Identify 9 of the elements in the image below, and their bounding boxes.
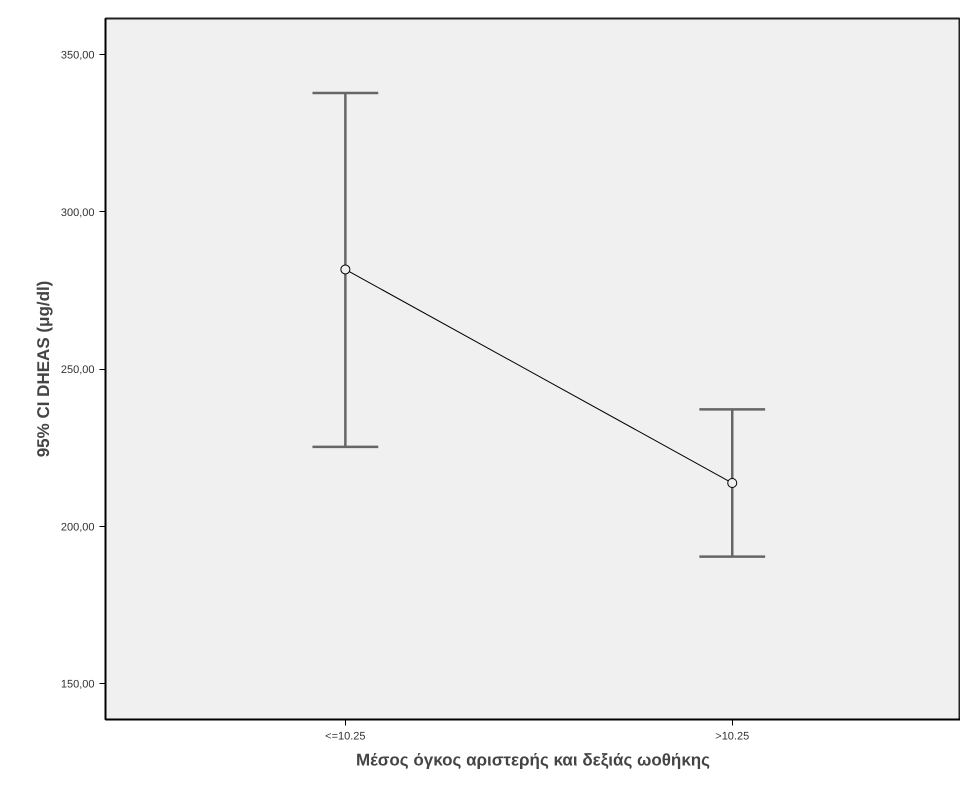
y-tick-label: 150,00 — [60, 678, 95, 691]
y-tick-label: 200,00 — [60, 521, 95, 534]
y-tick-label: 300,00 — [60, 206, 95, 219]
x-tick-label: >10.25 — [715, 730, 750, 742]
x-tick-label: <=10.25 — [325, 730, 366, 742]
x-axis-title: Μέσος όγκος αριστερής και δεξιάς ωοθήκης — [356, 750, 710, 770]
y-tick-label: 350,00 — [60, 50, 95, 62]
y-tick-label: 250,00 — [60, 364, 95, 376]
y-axis-title: 95% CI DHEAS (μg/dl) — [34, 280, 53, 458]
